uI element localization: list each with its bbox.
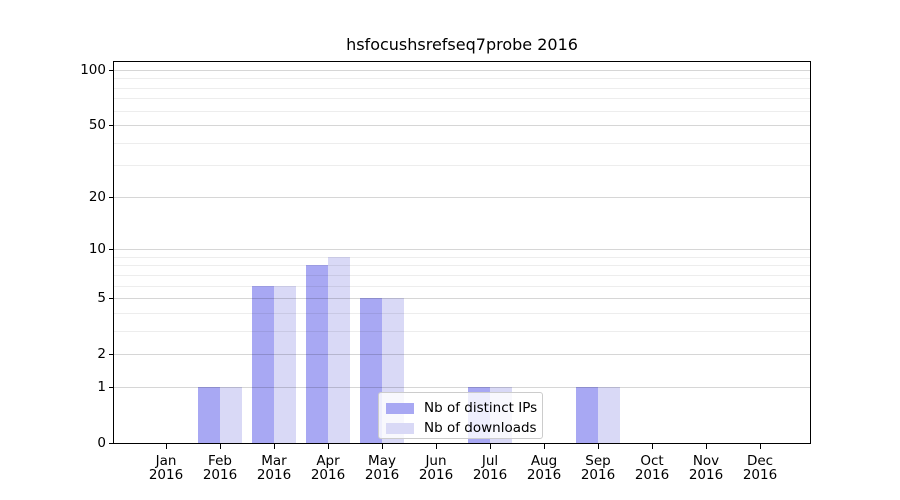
gridline-minor <box>114 165 810 167</box>
y-tick-label: 20 <box>88 188 106 205</box>
bar-downloads <box>328 256 350 443</box>
gridline-minor <box>114 312 810 314</box>
y-tick-mark <box>109 69 113 71</box>
plot-area <box>113 61 811 444</box>
x-tick-label: May 2016 <box>364 453 400 483</box>
x-tick-label: Sep 2016 <box>580 453 616 483</box>
x-tick-mark <box>760 444 761 449</box>
x-tick-label: Mar 2016 <box>256 453 292 483</box>
y-tick-mark <box>109 249 113 251</box>
gridline-minor <box>114 98 810 100</box>
x-tick-label: Feb 2016 <box>202 453 238 483</box>
legend-item-distinct-ips: Nb of distinct IPs <box>386 398 538 418</box>
x-tick-label: Jun 2016 <box>418 453 454 483</box>
gridline-minor <box>114 87 810 89</box>
x-tick-mark <box>220 444 221 449</box>
gridline-minor <box>114 110 810 112</box>
y-tick-mark <box>109 196 113 198</box>
x-tick-mark <box>652 444 653 449</box>
gridline-minor <box>114 330 810 332</box>
y-tick-mark <box>109 386 113 388</box>
x-tick-mark <box>490 444 491 449</box>
gridline-minor <box>114 274 810 276</box>
gridline-minor <box>114 256 810 258</box>
bar-downloads <box>220 386 242 443</box>
gridline-major <box>114 69 810 71</box>
y-tick-label: 50 <box>88 117 106 134</box>
bar-distinct-ips <box>252 285 274 443</box>
y-tick-label: 100 <box>80 61 106 78</box>
gridline-minor <box>114 78 810 80</box>
gridline-major <box>114 354 810 356</box>
gridline-minor <box>114 142 810 144</box>
x-tick-label: Jul 2016 <box>472 453 508 483</box>
y-tick-mark <box>109 298 113 300</box>
bar-downloads <box>274 285 296 443</box>
x-tick-mark <box>166 444 167 449</box>
y-tick-label: 10 <box>88 241 106 258</box>
bar-distinct-ips <box>360 298 382 443</box>
x-tick-label: Dec 2016 <box>742 453 778 483</box>
y-tick-label: 2 <box>97 346 106 363</box>
legend-label-distinct-ips: Nb of distinct IPs <box>424 400 538 416</box>
gridline-major <box>114 196 810 198</box>
x-tick-mark <box>706 444 707 449</box>
gridline-major <box>114 298 810 300</box>
x-tick-mark <box>274 444 275 449</box>
gridline-major <box>114 386 810 388</box>
bar-distinct-ips <box>198 386 220 443</box>
y-tick-mark <box>109 443 113 444</box>
y-tick-label: 0 <box>97 435 106 451</box>
legend: Nb of distinct IPs Nb of downloads <box>378 392 543 439</box>
x-tick-mark <box>598 444 599 449</box>
x-tick-label: Aug 2016 <box>526 453 562 483</box>
legend-swatch-downloads <box>386 422 414 434</box>
grid-layer <box>114 62 810 443</box>
x-tick-label: Apr 2016 <box>310 453 346 483</box>
y-tick-mark <box>109 125 113 127</box>
y-tick-mark <box>109 354 113 356</box>
legend-label-downloads: Nb of downloads <box>424 420 537 436</box>
bar-distinct-ips <box>306 265 328 443</box>
x-tick-mark <box>436 444 437 449</box>
x-tick-label: Jan 2016 <box>148 453 184 483</box>
y-tick-label: 1 <box>97 378 106 395</box>
chart-title: hsfocushsrefseq7probe 2016 <box>346 35 578 54</box>
y-tick-label: 5 <box>97 290 106 307</box>
gridline-major <box>114 125 810 127</box>
gridline-minor <box>114 285 810 287</box>
bar-downloads <box>598 386 620 443</box>
legend-item-downloads: Nb of downloads <box>386 418 537 438</box>
x-tick-mark <box>382 444 383 449</box>
x-tick-mark <box>544 444 545 449</box>
x-tick-label: Nov 2016 <box>688 453 724 483</box>
gridline-minor <box>114 265 810 267</box>
legend-swatch-distinct-ips <box>386 402 414 414</box>
x-tick-mark <box>328 444 329 449</box>
x-tick-label: Oct 2016 <box>634 453 670 483</box>
bar-distinct-ips <box>576 386 598 443</box>
gridline-major <box>114 249 810 251</box>
